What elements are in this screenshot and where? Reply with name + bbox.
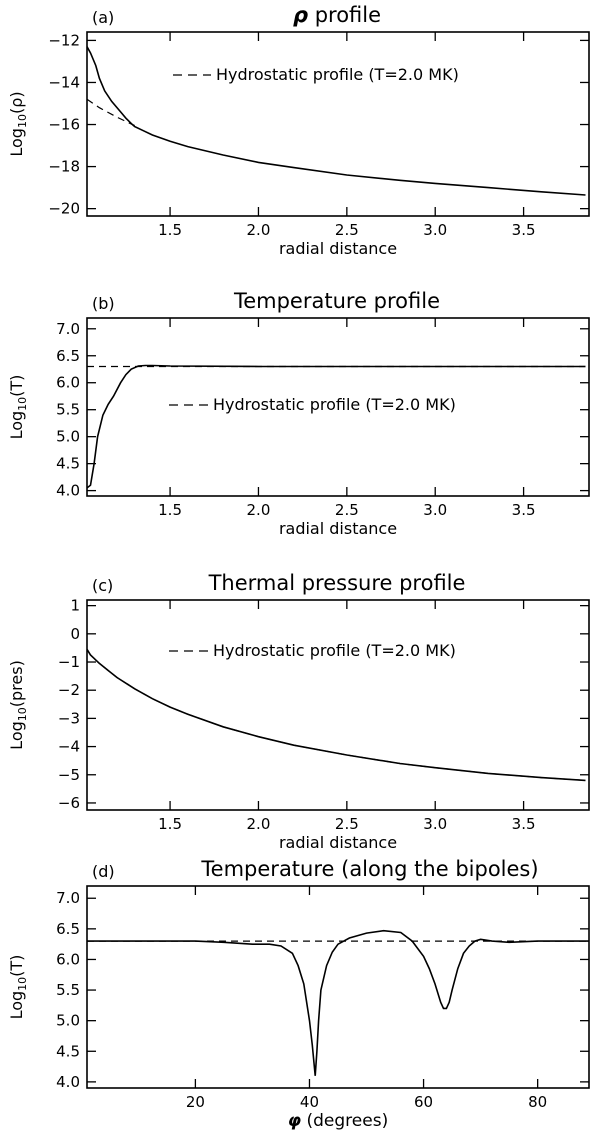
x-tick-label: 80 (528, 1093, 547, 1111)
y-tick-label: −18 (48, 158, 80, 176)
x-tick-label: 60 (414, 1093, 433, 1111)
hydrostatic-dashed-line (86, 98, 135, 127)
y-axis-log: Log (7, 411, 26, 440)
chart-panel-1: 1.5 2.0 2.5 3.0 3.5 −12 −14 −16 −18 −20 Hydrostati… (7, 3, 590, 258)
chart-panel-4: 20 40 60 80 4.0 4.5 5.0 5.5 6.0 6.5 7.0 (d) Temperat… (7, 857, 590, 1131)
y-tick-label: −6 (58, 794, 80, 812)
y-tick-label: 4.0 (56, 1073, 80, 1091)
x-tick-label: 2.0 (247, 501, 271, 519)
y-tick-label: 5.5 (56, 401, 80, 419)
y-tick-label: −12 (48, 31, 80, 49)
legend-label: Hydrostatic profile (T=2.0 MK) (216, 65, 459, 84)
plot-frame (86, 317, 590, 497)
panel-label: (b) (92, 294, 115, 313)
x-axis-label: radial distance (279, 239, 397, 258)
title-symbol: ρ (293, 3, 308, 27)
y-axis-label: Log10(ρ) (7, 91, 29, 156)
panel-label: (c) (92, 576, 113, 595)
y-axis-variable: (ρ) (7, 91, 26, 114)
y-axis-log: Log (7, 128, 26, 157)
y-tick-label: 0 (70, 625, 80, 643)
x-tick-label: 3.0 (423, 221, 447, 239)
x-tick-label: 2.5 (335, 815, 359, 833)
chart-title: Temperature profile (233, 289, 440, 313)
plot-frame (86, 31, 590, 217)
plot-frame (86, 599, 590, 811)
y-axis-variable: (pres) (7, 660, 26, 707)
x-tick-label: 40 (300, 1093, 319, 1111)
chart-title: Temperature (along the bipoles) (200, 857, 538, 881)
x-tick-label: 3.5 (512, 815, 536, 833)
x-tick-label: 2.5 (335, 221, 359, 239)
y-tick-label: −20 (48, 200, 80, 218)
legend-label: Hydrostatic profile (T=2.0 MK) (213, 641, 456, 660)
y-axis-label: Log10(pres) (7, 660, 29, 750)
x-tick-label: 1.5 (158, 501, 182, 519)
chart-panel-3: 1.5 2.0 2.5 3.0 3.510−1−2−3−4−5−6Hydrostatic… (7, 571, 590, 852)
model-solid-line (86, 364, 586, 489)
hydrostatic-dashed-line (86, 648, 586, 781)
legend-label: Hydrostatic profile (T=2.0 MK) (213, 395, 456, 414)
x-tick-label: 1.5 (158, 815, 182, 833)
chart-title: Thermal pressure profile (208, 571, 466, 595)
x-axis-symbol: φ (288, 1111, 301, 1131)
y-tick-label: −14 (48, 73, 80, 91)
model-solid-line (87, 929, 589, 1076)
x-axis-label: radial distance (279, 519, 397, 538)
panel-label: (d) (92, 862, 115, 881)
y-tick-label: 4.5 (56, 1042, 80, 1060)
panel-label: (a) (92, 8, 114, 27)
chart-panel-2: 1.5 2.0 2.5 3.0 3.5 4.0 4.5 5.0 5.5 6.0 6.5 7.0 Hydr… (7, 289, 590, 538)
x-tick-label: 3.0 (423, 501, 447, 519)
x-axis-text: (degrees) (307, 1111, 389, 1131)
y-tick-label: 7.0 (56, 320, 80, 338)
y-axis-subscript: 10 (16, 397, 29, 411)
y-tick-label: −4 (58, 738, 80, 756)
y-tick-label: −16 (48, 116, 80, 134)
y-axis-log: Log (7, 991, 26, 1020)
y-tick-label: 5.0 (56, 1012, 80, 1030)
y-tick-label: 4.0 (56, 482, 80, 500)
y-tick-label: 6.0 (56, 950, 80, 968)
y-tick-label: 5.0 (56, 428, 80, 446)
y-tick-label: −2 (58, 681, 80, 699)
chart-title: ρ profile (293, 3, 381, 27)
y-tick-label: 4.5 (56, 455, 80, 473)
y-axis-subscript: 10 (16, 977, 29, 991)
model-solid-line (86, 648, 586, 782)
x-tick-label: 20 (186, 1093, 205, 1111)
x-axis-label: φ (degrees) (288, 1111, 388, 1131)
y-tick-label: −3 (58, 709, 80, 727)
y-tick-label: 6.5 (56, 347, 80, 365)
y-tick-label: 5.5 (56, 981, 80, 999)
title-text: profile (315, 3, 381, 27)
y-axis-subscript: 10 (16, 707, 29, 721)
y-axis-log: Log (7, 721, 26, 750)
y-axis-label: Log10(T) (7, 375, 29, 440)
y-axis-subscript: 10 (16, 114, 29, 128)
model-solid-line (86, 46, 586, 196)
y-tick-label: 6.0 (56, 374, 80, 392)
y-axis-variable: (T) (7, 375, 26, 397)
x-tick-label: 2.5 (335, 501, 359, 519)
y-tick-label: 6.5 (56, 920, 80, 938)
x-tick-label: 3.0 (423, 815, 447, 833)
y-axis-label: Log10(T) (7, 955, 29, 1020)
title-space (308, 3, 315, 27)
x-tick-label: 3.5 (512, 221, 536, 239)
y-tick-label: −5 (58, 766, 80, 784)
y-axis-variable: (T) (7, 955, 26, 977)
y-tick-label: −1 (58, 653, 80, 671)
x-tick-label: 1.5 (158, 221, 182, 239)
plot-frame (86, 885, 590, 1089)
y-tick-label: 7.0 (56, 889, 80, 907)
x-tick-label: 3.5 (512, 501, 536, 519)
x-axis-label: radial distance (279, 833, 397, 852)
x-tick-label: 2.0 (247, 815, 271, 833)
x-tick-label: 2.0 (247, 221, 271, 239)
y-tick-label: 1 (70, 597, 80, 615)
